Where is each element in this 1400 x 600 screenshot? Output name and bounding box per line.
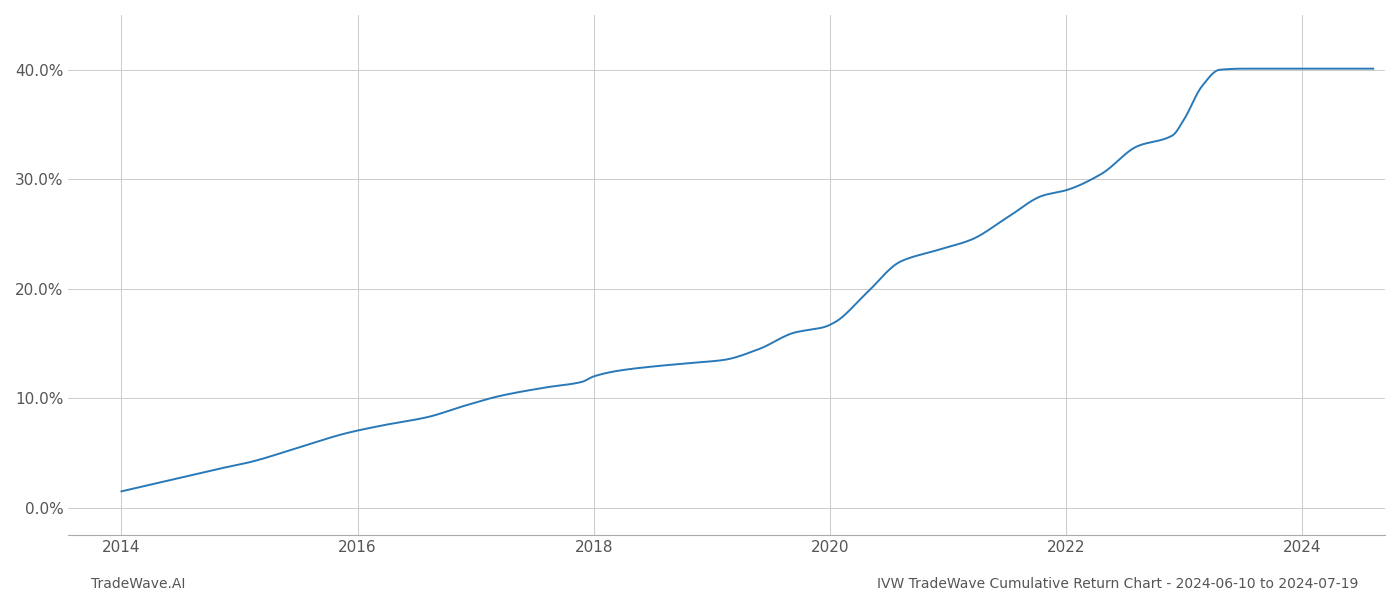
Text: IVW TradeWave Cumulative Return Chart - 2024-06-10 to 2024-07-19: IVW TradeWave Cumulative Return Chart - … [876, 577, 1358, 591]
Text: TradeWave.AI: TradeWave.AI [91, 577, 185, 591]
